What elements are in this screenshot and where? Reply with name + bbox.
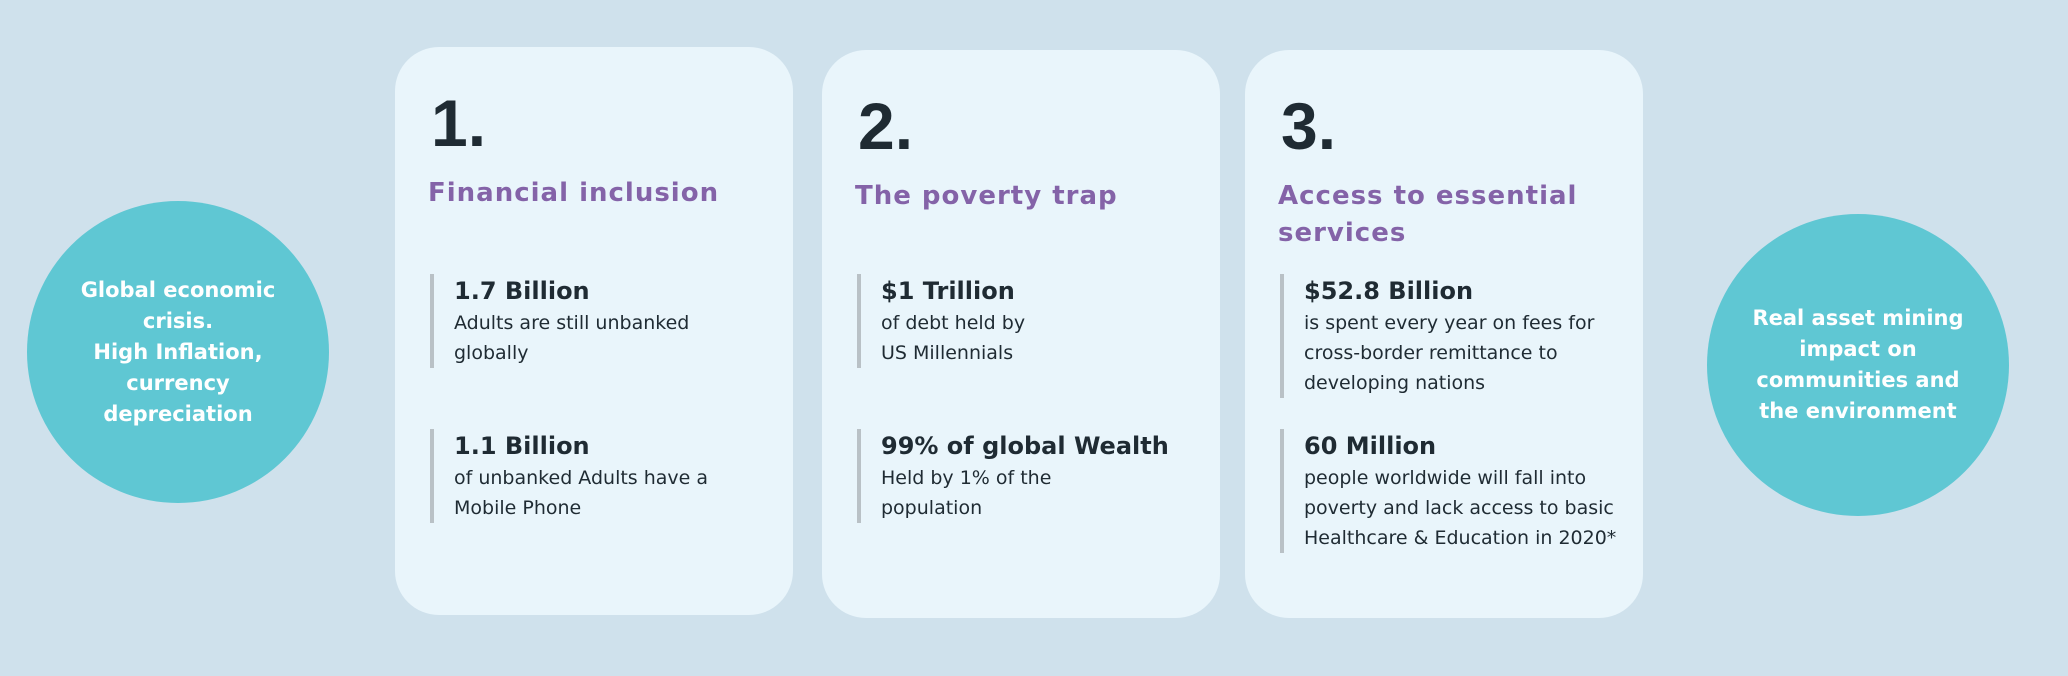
stat-block: 60 Million people worldwide will fall in… — [1280, 429, 1624, 553]
card-poverty-trap: 2. The poverty trap $1 Trillion of debt … — [822, 50, 1220, 618]
right-circle-text: Real asset mining impact on communities … — [1752, 306, 1964, 423]
stat-title: $1 Trillion — [881, 277, 1015, 305]
stat-desc: of unbanked Adults have a Mobile Phone — [454, 467, 709, 519]
stat-desc: people worldwide will fall into poverty … — [1304, 467, 1617, 549]
card-heading: Financial inclusion — [428, 178, 720, 208]
card-heading: The poverty trap — [855, 181, 1118, 211]
stat-block: $1 Trillion of debt held by US Millennia… — [857, 274, 1051, 368]
stat-block: 1.7 Billion Adults are still unbanked gl… — [430, 274, 770, 368]
stat-desc: is spent every year on fees for cross-bo… — [1304, 312, 1595, 394]
stat-desc: of debt held by US Millennials — [881, 312, 1026, 364]
right-circle-mining: Real asset mining impact on communities … — [1707, 214, 2009, 516]
card-essential-services: 3. Access to essential services $52.8 Bi… — [1245, 50, 1643, 618]
stat-block: $52.8 Billion is spent every year on fee… — [1280, 274, 1614, 398]
stat-title: 1.1 Billion — [454, 432, 590, 460]
card-financial-inclusion: 1. Financial inclusion 1.7 Billion Adult… — [395, 47, 793, 615]
stat-title: 99% of global Wealth — [881, 432, 1169, 460]
stat-title: 60 Million — [1304, 432, 1437, 460]
left-circle-crisis: Global economic crisis. High Inflation, … — [27, 201, 329, 503]
card-number: 2. — [858, 89, 914, 163]
stat-title: $52.8 Billion — [1304, 277, 1474, 305]
stat-desc: Held by 1% of the population — [881, 467, 1052, 519]
card-heading: Access to essential services — [1278, 181, 1578, 248]
card-number: 3. — [1281, 89, 1337, 163]
stat-block: 1.1 Billion of unbanked Adults have a Mo… — [430, 429, 754, 523]
stat-block: 99% of global Wealth Held by 1% of the p… — [857, 429, 1169, 523]
card-number: 1. — [431, 86, 487, 160]
left-circle-text: Global economic crisis. High Inflation, … — [80, 277, 276, 426]
stat-title: 1.7 Billion — [454, 277, 590, 305]
stat-desc: Adults are still unbanked globally — [454, 312, 690, 364]
